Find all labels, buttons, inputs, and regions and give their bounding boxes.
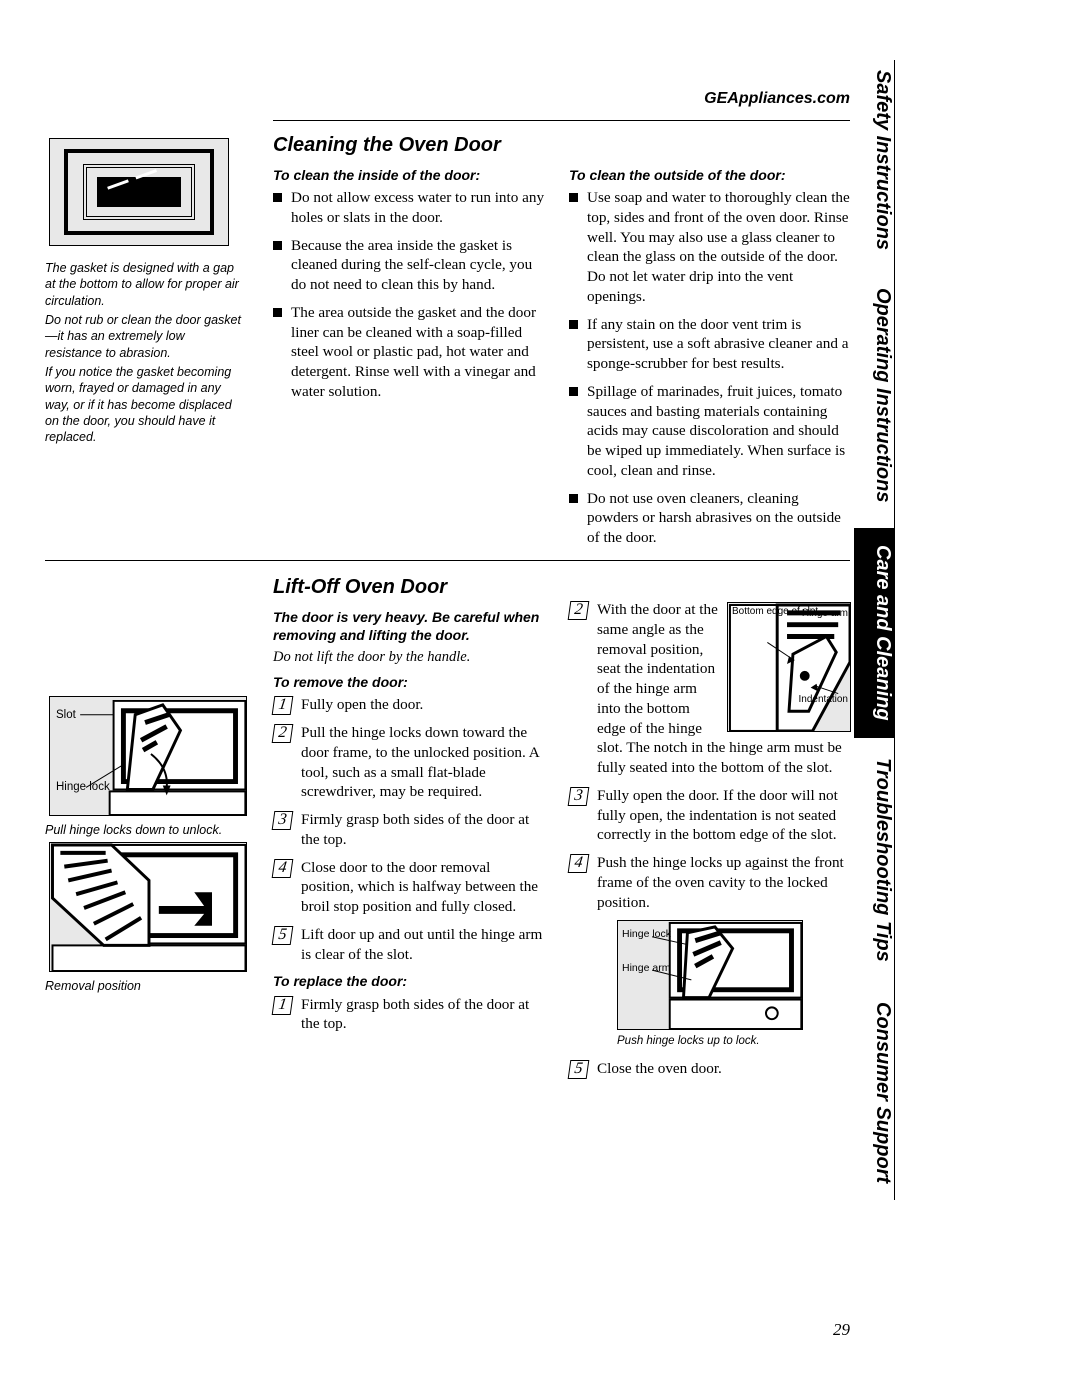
cleaning-inside-column: Cleaning the Oven Door To clean the insi…	[273, 132, 545, 410]
replace-step-5: Close the oven door.	[569, 1059, 851, 1079]
liftoff-left-column: Lift-Off Oven Door The door is very heav…	[273, 574, 545, 1042]
hinge-lock-figure: Hinge lock Hinge arm	[617, 920, 803, 1030]
oven-door-figure	[49, 138, 229, 246]
tab-consumer-support: Consumer Support	[854, 985, 894, 1200]
inside-heading: To clean the inside of the door:	[273, 166, 545, 184]
tab-care-cleaning: Care and Cleaning	[854, 528, 894, 738]
remove-heading: To remove the door:	[273, 673, 545, 691]
outside-heading: To clean the outside of the door:	[569, 166, 851, 184]
cleaning-outside-column: To clean the outside of the door: Use so…	[569, 132, 851, 556]
list-item: The area outside the gasket and the door…	[273, 303, 545, 402]
header-url: GEAppliances.com	[704, 90, 850, 108]
removal-position-caption: Removal position	[45, 978, 245, 994]
tab-troubleshooting: Troubleshooting Tips	[854, 745, 894, 975]
hinge-lock-label: Hinge lock	[56, 781, 110, 794]
section-title-cleaning: Cleaning the Oven Door	[273, 132, 545, 158]
gasket-caption-3: If you notice the gasket becoming worn, …	[45, 364, 245, 445]
step: Bottom edge of slot Hinge arm Indentatio…	[569, 600, 851, 778]
outside-list: Use soap and water to thoroughly clean t…	[569, 188, 851, 548]
gasket-caption-1: The gasket is designed with a gap at the…	[45, 260, 245, 309]
replace-step-1: Firmly grasp both sides of the door at t…	[273, 995, 545, 1035]
side-tabs: Safety Instructions Operating Instructio…	[855, 60, 895, 1200]
replace-steps-2to4: Bottom edge of slot Hinge arm Indentatio…	[569, 600, 851, 912]
step: Fully open the door.	[273, 695, 545, 715]
step: Close door to the door removal position,…	[273, 858, 545, 917]
step: Close the oven door.	[569, 1059, 851, 1079]
label-indentation: Indentation	[799, 695, 849, 706]
list-item: Because the area inside the gasket is cl…	[273, 236, 545, 295]
step: Lift door up and out until the hinge arm…	[273, 925, 545, 965]
label-hinge-arm: Hinge arm	[802, 609, 848, 620]
manual-page: GEAppliances.com Safety Instructions Ope…	[45, 60, 850, 1310]
tab-safety: Safety Instructions	[854, 60, 894, 260]
hinge-seat-figure: Bottom edge of slot Hinge arm Indentatio…	[727, 602, 851, 732]
step: Firmly grasp both sides of the door at t…	[273, 810, 545, 850]
page-number: 29	[833, 1320, 850, 1340]
liftoff-warning: The door is very heavy. Be careful when …	[273, 608, 545, 644]
hinge-lock-caption: Push hinge locks up to lock.	[617, 1034, 851, 1049]
label-hinge-lock: Hinge lock	[622, 929, 671, 940]
gasket-caption-2: Do not rub or clean the door gasket—it h…	[45, 312, 245, 361]
step: Fully open the door. If the door will no…	[569, 786, 851, 845]
section-title-liftoff: Lift-Off Oven Door	[273, 574, 545, 600]
step: Pull the hinge locks down toward the doo…	[273, 723, 545, 802]
hinge-unlock-caption: Pull hinge locks down to unlock.	[45, 822, 245, 838]
rule	[45, 560, 850, 561]
remove-steps: Fully open the door. Pull the hinge lock…	[273, 695, 545, 964]
tab-operating: Operating Instructions	[854, 270, 894, 520]
liftoff-note: Do not lift the door by the handle.	[273, 648, 545, 667]
list-item: If any stain on the door vent trim is pe…	[569, 315, 851, 374]
rule	[273, 120, 850, 121]
liftoff-right-column: Bottom edge of slot Hinge arm Indentatio…	[569, 600, 851, 1087]
inside-list: Do not allow excess water to run into an…	[273, 188, 545, 402]
slot-label: Slot	[56, 709, 76, 721]
replace-heading: To replace the door:	[273, 972, 545, 990]
label-hinge-arm: Hinge arm	[622, 963, 670, 974]
list-item: Do not allow excess water to run into an…	[273, 188, 545, 228]
hinge-unlock-figure: Slot Hinge lock	[49, 696, 247, 816]
list-item: Use soap and water to thoroughly clean t…	[569, 188, 851, 307]
list-item: Do not use oven cleaners, cleaning powde…	[569, 489, 851, 548]
removal-position-figure	[49, 842, 247, 972]
list-item: Spillage of marinades, fruit juices, tom…	[569, 382, 851, 481]
step: Firmly grasp both sides of the door at t…	[273, 995, 545, 1035]
step: Push the hinge locks up against the fron…	[569, 853, 851, 912]
